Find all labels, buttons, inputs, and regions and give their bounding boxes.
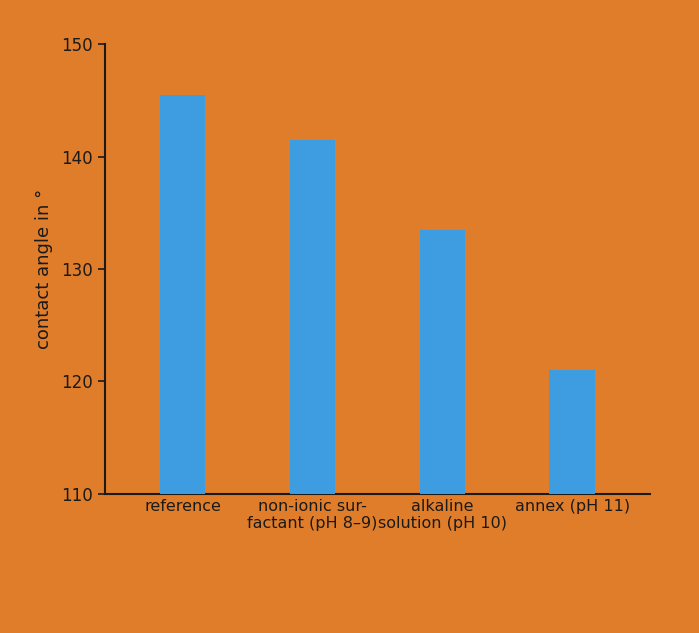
Bar: [549, 370, 595, 633]
Y-axis label: contact angle in °: contact angle in °: [35, 189, 53, 349]
Bar: [160, 95, 206, 633]
Bar: [419, 230, 465, 633]
Bar: [290, 140, 336, 633]
